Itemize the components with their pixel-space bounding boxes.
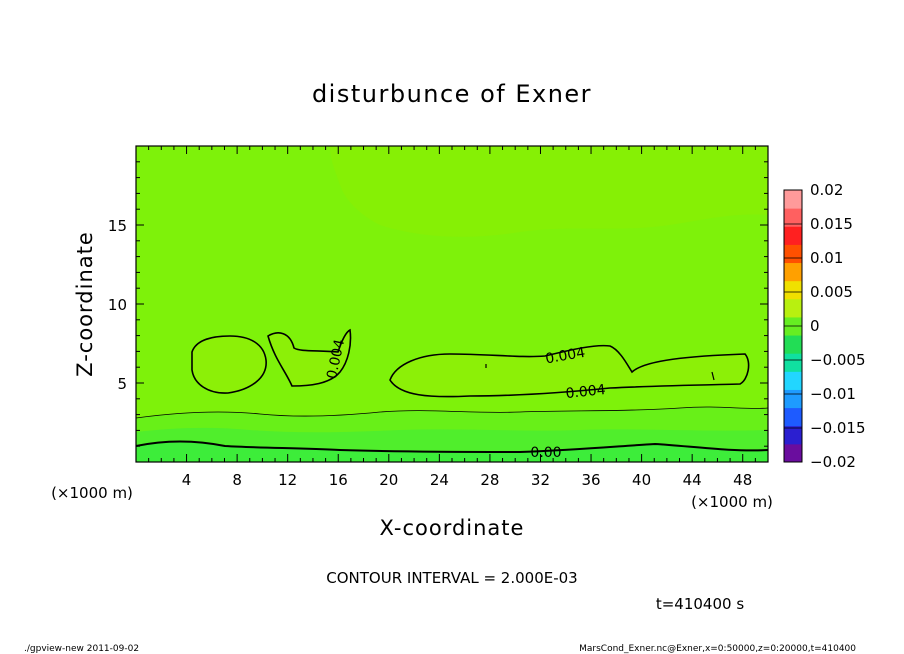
x-tick-label: 24 [430,471,449,489]
colorbar-tick-label: 0 [810,317,820,335]
colorbar-swatch [784,407,802,427]
contour-label: 0.004 [565,382,607,402]
y-tick-label: 15 [108,217,127,235]
x-tick-label: 16 [329,471,348,489]
colorbar-tick-label: −0.02 [810,453,856,471]
colorbar-swatch [784,443,802,463]
contour-line-thin-lower [135,406,769,419]
field-near-zero-band [136,441,768,462]
contour-line-0.004-left [191,335,267,394]
x-tick-label: 4 [182,471,192,489]
colorbar-swatch [784,280,802,300]
time-label: t=410400 s [656,595,744,613]
y-axis: 5 10 15 [108,161,768,447]
x-tick-label: 36 [581,471,600,489]
x-tick-label: 12 [278,471,297,489]
colorbar-swatch [784,353,802,372]
contour-lines [135,328,769,454]
x-axis: 4 8 12 16 20 24 28 32 36 40 44 48 [148,146,756,489]
x-tick-label: 48 [733,471,752,489]
x-tick-label: 28 [480,471,499,489]
contour-small-feature [485,364,715,381]
anomaly-patch-left [192,336,267,394]
colorbar-swatch [784,371,802,390]
contour-interval-label: CONTOUR INTERVAL = 2.000E-03 [326,569,577,587]
contour-field [136,146,768,462]
x-axis-label: X-coordinate [380,516,525,540]
contour-line-0.004-center [267,328,352,387]
colorbar-tick-label: 0.01 [810,249,843,267]
x-tick-label: 20 [379,471,398,489]
chart-title: disturbunce of Exner [312,80,592,108]
colorbar-tick-label: −0.01 [810,385,856,403]
y-tick-label: 10 [108,296,127,314]
colorbar-frame [783,189,803,463]
colorbar-swatch [784,389,802,409]
anomaly-patch-right [390,345,749,397]
contour-line-0.00 [135,440,769,454]
anomaly-patch-center [268,330,351,386]
footer-left: ./gpview-new 2011-09-02 [24,644,139,654]
footer-right: MarsCond_Exner.nc@Exner,x=0:50000,z=0:20… [579,644,856,654]
colorbar-swatch [784,226,802,245]
contour-label: 0.004 [544,345,586,368]
colorbar-tick-label: −0.015 [810,419,866,437]
x-axis-unit-right: (×1000 m) [691,493,773,511]
colorbar-swatch [784,244,802,264]
colorbar-tick-label: 0.015 [810,215,853,233]
colorbar-swatch [784,262,802,282]
colorbar-swatch [784,425,802,445]
colorbar-swatch [784,335,802,354]
x-axis-unit-left: (×1000 m) [51,484,133,502]
y-axis-label: Z-coordinate [73,231,97,377]
x-tick-label: 8 [232,471,242,489]
x-tick-label: 44 [683,471,702,489]
colorbar-tick-label: −0.005 [810,351,866,369]
colorbar-swatch [784,190,802,209]
colorbar-tick-label: 0.02 [810,181,843,199]
contour-line-0.004-right [389,344,750,398]
colorbar: 0.02 0.015 0.01 0.005 0 −0.005 −0.01 −0.015 −0.0… [784,181,866,471]
contour-label: 0.00 [530,445,561,461]
x-tick-label: 32 [531,471,550,489]
field-upper-patch [330,146,768,237]
y-tick-label: 5 [117,375,127,393]
plot-area: 0.004 0.004 0.004 0.00 [135,145,769,463]
x-tick-label: 40 [632,471,651,489]
colorbar-swatch [784,208,802,227]
colorbar-swatch [784,298,802,318]
colorbar-tick-label: 0.005 [810,283,853,301]
